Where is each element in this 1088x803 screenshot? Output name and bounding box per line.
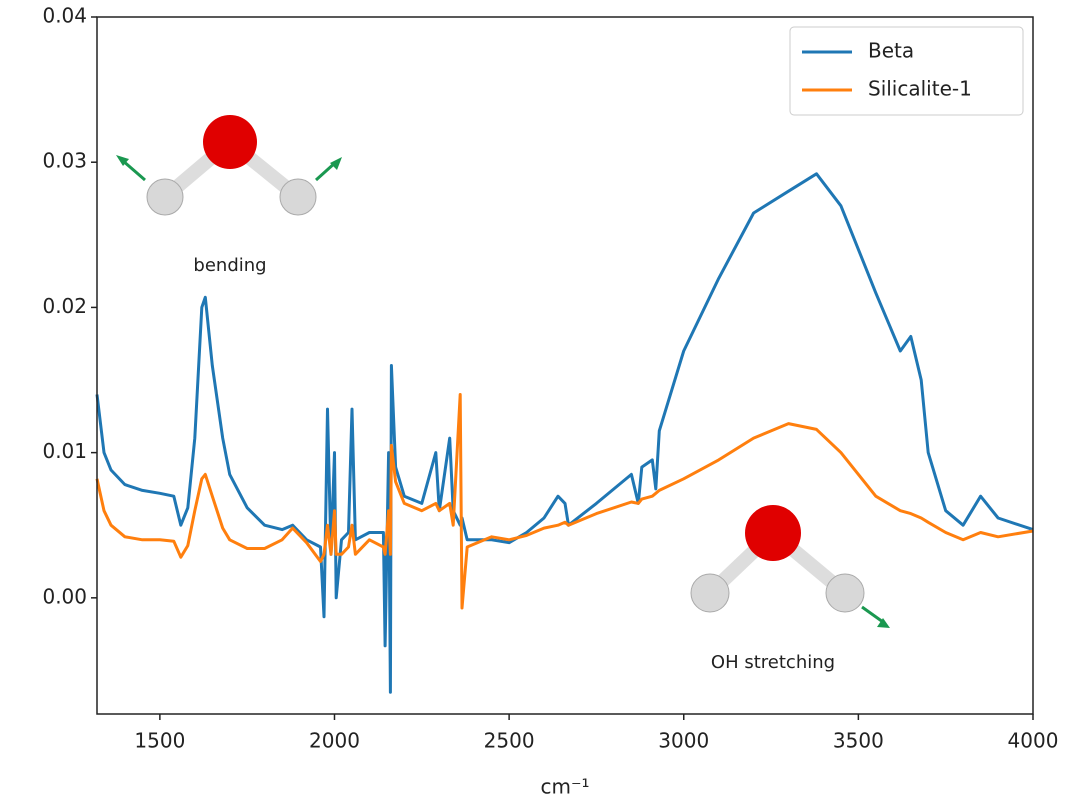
x-tick-label: 3500 [833, 729, 884, 753]
molecule-bending [116, 115, 342, 216]
annotation: OH stretching [711, 652, 835, 673]
plot-frame [96, 16, 1034, 715]
y-tick-label: 0.04 [42, 4, 87, 28]
y-tick-label: 0.03 [42, 149, 87, 173]
y-tick-label: 0.00 [42, 584, 87, 608]
annotation: bending [193, 255, 266, 276]
x-tick-label: 3000 [658, 729, 709, 753]
x-tick-label: 4000 [1008, 729, 1059, 753]
molecule-stretching [690, 505, 890, 628]
x-tick-label: 2500 [484, 729, 535, 753]
series-line [95, 393, 1034, 610]
y-tick-label: 0.01 [42, 439, 87, 463]
x-axis-label: cm⁻¹ [540, 775, 589, 799]
y-tick-label: 0.02 [42, 294, 87, 318]
legend-label: Beta [868, 39, 914, 63]
series-line [95, 172, 1034, 694]
x-tick-label: 2000 [309, 729, 360, 753]
x-tick-label: 1500 [134, 729, 185, 753]
legend-label: Silicalite-1 [868, 77, 972, 101]
legend-box [789, 26, 1024, 116]
